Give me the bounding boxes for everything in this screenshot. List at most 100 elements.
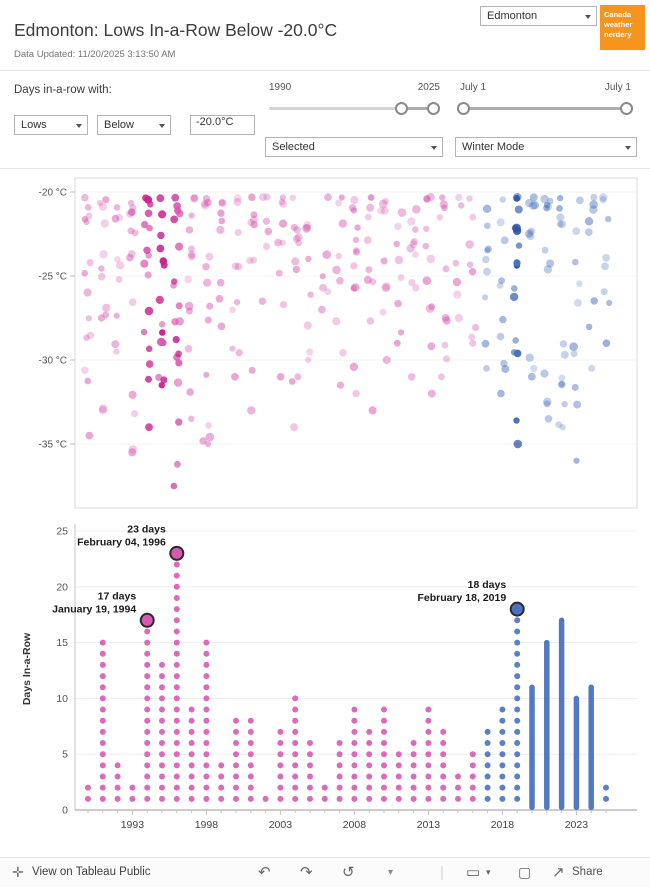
- streak-bar-dot[interactable]: [188, 740, 195, 747]
- streak-bar-dot[interactable]: [484, 740, 491, 747]
- scatter-dot[interactable]: [292, 235, 301, 243]
- scatter-dot[interactable]: [85, 315, 92, 322]
- streak-bar-dot[interactable]: [159, 762, 165, 769]
- scatter-dot[interactable]: [369, 278, 377, 286]
- scatter-dot[interactable]: [510, 349, 518, 356]
- streak-bar-dot[interactable]: [203, 650, 210, 657]
- scatter-dot[interactable]: [350, 207, 358, 214]
- streak-bar-dot[interactable]: [247, 762, 254, 769]
- streak-bar-dot[interactable]: [440, 728, 447, 735]
- scatter-dot[interactable]: [602, 339, 611, 348]
- streak-bar-dot[interactable]: [307, 773, 313, 780]
- scatter-dot[interactable]: [412, 283, 420, 292]
- scatter-dot[interactable]: [423, 195, 431, 203]
- scatter-dot[interactable]: [454, 313, 463, 323]
- scatter-dot[interactable]: [156, 194, 165, 203]
- scatter-dot[interactable]: [294, 373, 302, 381]
- streak-bar-dot[interactable]: [514, 795, 521, 802]
- streak-bar-dot[interactable]: [484, 751, 491, 758]
- scatter-dot[interactable]: [354, 224, 361, 231]
- streak-bar-dot[interactable]: [277, 751, 284, 758]
- scatter-dot[interactable]: [250, 211, 258, 219]
- scatter-dot[interactable]: [279, 239, 286, 246]
- scatter-dot[interactable]: [307, 291, 314, 298]
- scatter-dot[interactable]: [98, 406, 107, 415]
- streak-bar-dot[interactable]: [144, 684, 151, 691]
- scatter-dot[interactable]: [97, 314, 105, 322]
- scatter-dot[interactable]: [84, 204, 92, 211]
- season-mode-select[interactable]: Winter Mode: [455, 137, 637, 157]
- scatter-dot[interactable]: [560, 350, 569, 359]
- streak-bar-dot[interactable]: [455, 784, 461, 791]
- streak-bar-dot[interactable]: [173, 594, 180, 601]
- streak-bar-dot[interactable]: [292, 706, 299, 713]
- scatter-dot[interactable]: [500, 236, 509, 245]
- scatter-dot[interactable]: [350, 285, 358, 292]
- scatter-dot[interactable]: [472, 323, 480, 331]
- scatter-dot[interactable]: [513, 417, 520, 424]
- scatter-dot[interactable]: [350, 262, 358, 270]
- scatter-dot[interactable]: [382, 197, 389, 205]
- scatter-dot[interactable]: [235, 349, 243, 357]
- scatter-dot[interactable]: [218, 217, 226, 225]
- streak-bar-dot[interactable]: [366, 773, 373, 780]
- scatter-dot[interactable]: [113, 204, 121, 211]
- streak-bar-dot[interactable]: [351, 706, 358, 713]
- scatter-dot[interactable]: [600, 288, 608, 296]
- scatter-dot[interactable]: [98, 202, 107, 211]
- scatter-dot[interactable]: [293, 226, 301, 234]
- scatter-dot[interactable]: [559, 424, 566, 431]
- streak-bar-dot[interactable]: [351, 762, 358, 769]
- scatter-dot[interactable]: [407, 373, 416, 381]
- streak-bar-dot[interactable]: [188, 784, 195, 791]
- scatter-dot[interactable]: [439, 194, 446, 201]
- streak-bar-dot[interactable]: [203, 717, 210, 724]
- scatter-dot[interactable]: [382, 355, 391, 365]
- streak-bar-dot[interactable]: [159, 661, 165, 668]
- streak-bar-dot[interactable]: [440, 751, 447, 758]
- streak-bar-dot[interactable]: [173, 583, 180, 590]
- streak-bar-dot[interactable]: [499, 762, 506, 769]
- streak-bar-dot[interactable]: [381, 706, 387, 713]
- scatter-dot[interactable]: [397, 274, 405, 282]
- scatter-dot[interactable]: [204, 198, 212, 207]
- streak-bar-dot[interactable]: [173, 639, 180, 646]
- scatter-dot[interactable]: [158, 321, 166, 328]
- streak-bar-dot[interactable]: [469, 784, 476, 791]
- redo-icon[interactable]: ↷: [300, 864, 313, 881]
- scatter-dot[interactable]: [318, 305, 326, 314]
- scatter-dot[interactable]: [172, 336, 180, 344]
- scatter-dot[interactable]: [601, 262, 609, 271]
- scatter-dot[interactable]: [127, 199, 135, 207]
- scatter-dot[interactable]: [412, 226, 419, 233]
- scatter-dot[interactable]: [556, 213, 565, 222]
- streak-bar-dot[interactable]: [351, 728, 358, 735]
- scatter-dot[interactable]: [303, 224, 311, 232]
- streak-bar-dot[interactable]: [173, 673, 180, 680]
- scatter-dot[interactable]: [589, 205, 598, 214]
- streak-bar-dot[interactable]: [499, 784, 506, 791]
- streak-bar-dot[interactable]: [277, 762, 284, 769]
- scatter-dot[interactable]: [131, 229, 139, 237]
- scatter-dot[interactable]: [184, 345, 193, 353]
- scatter-dot[interactable]: [190, 194, 198, 202]
- scatter-dot[interactable]: [114, 256, 121, 263]
- streak-bar-dot[interactable]: [233, 740, 239, 747]
- scatter-dot[interactable]: [570, 350, 578, 358]
- scatter-dot[interactable]: [409, 240, 418, 249]
- streak-bar-dot[interactable]: [159, 684, 165, 691]
- scatter-dot[interactable]: [571, 383, 579, 391]
- scatter-dot[interactable]: [525, 229, 534, 238]
- scatter-dot[interactable]: [187, 250, 196, 259]
- scatter-dot[interactable]: [453, 290, 462, 299]
- scatter-dot[interactable]: [441, 314, 450, 322]
- streak-bar-dot[interactable]: [499, 706, 506, 713]
- streak-bar-dot[interactable]: [159, 728, 165, 735]
- scatter-dot[interactable]: [442, 265, 450, 273]
- scatter-dot[interactable]: [481, 339, 490, 348]
- scatter-dot[interactable]: [513, 194, 521, 202]
- streak-bar-dot[interactable]: [203, 684, 210, 691]
- streak-bar-dot[interactable]: [188, 728, 195, 735]
- scatter-dot[interactable]: [216, 278, 225, 287]
- streak-bar-dot[interactable]: [159, 773, 165, 780]
